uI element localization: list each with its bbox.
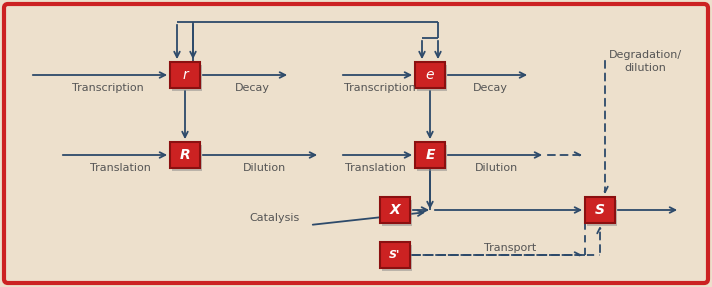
Text: S: S (595, 203, 605, 217)
Text: S': S' (389, 250, 401, 260)
FancyBboxPatch shape (417, 145, 447, 171)
Text: E: E (425, 148, 435, 162)
Text: r: r (182, 68, 188, 82)
FancyBboxPatch shape (585, 197, 615, 223)
FancyBboxPatch shape (415, 62, 445, 88)
Text: Dilution: Dilution (244, 163, 287, 173)
Text: Transcription: Transcription (344, 83, 416, 93)
FancyBboxPatch shape (415, 142, 445, 168)
Text: Translation: Translation (90, 163, 150, 173)
FancyBboxPatch shape (382, 245, 412, 271)
FancyBboxPatch shape (417, 65, 447, 91)
Text: e: e (426, 68, 434, 82)
Text: Translation: Translation (345, 163, 405, 173)
Text: Decay: Decay (234, 83, 270, 93)
Text: Dilution: Dilution (476, 163, 518, 173)
FancyBboxPatch shape (587, 200, 617, 226)
Text: Transcription: Transcription (72, 83, 144, 93)
Text: Catalysis: Catalysis (250, 213, 300, 223)
FancyBboxPatch shape (4, 4, 708, 283)
Text: R: R (179, 148, 190, 162)
Text: Degradation/: Degradation/ (609, 50, 681, 60)
Text: dilution: dilution (624, 63, 666, 73)
FancyBboxPatch shape (380, 197, 410, 223)
Text: Decay: Decay (473, 83, 508, 93)
FancyBboxPatch shape (172, 65, 202, 91)
FancyBboxPatch shape (382, 200, 412, 226)
FancyBboxPatch shape (380, 242, 410, 268)
FancyBboxPatch shape (170, 62, 200, 88)
Text: Transport: Transport (484, 243, 536, 253)
FancyBboxPatch shape (170, 142, 200, 168)
FancyBboxPatch shape (172, 145, 202, 171)
Text: X: X (389, 203, 400, 217)
